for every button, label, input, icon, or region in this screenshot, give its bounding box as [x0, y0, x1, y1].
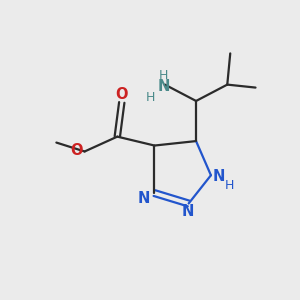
- Text: N: N: [138, 191, 150, 206]
- Text: N: N: [213, 169, 225, 184]
- Text: H: H: [224, 178, 234, 192]
- Text: N: N: [182, 204, 194, 219]
- Text: O: O: [116, 87, 128, 102]
- Text: H: H: [146, 91, 156, 104]
- Text: N: N: [157, 80, 170, 94]
- Text: H: H: [159, 69, 168, 82]
- Text: O: O: [70, 142, 83, 158]
